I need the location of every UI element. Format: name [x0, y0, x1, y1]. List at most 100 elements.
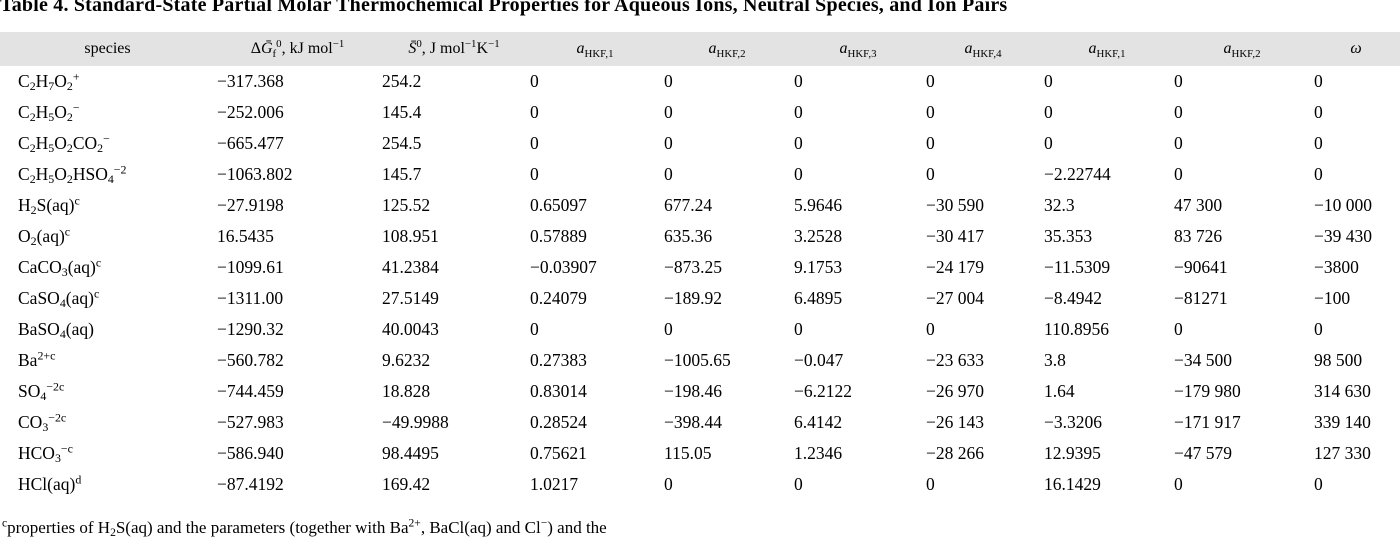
value-cell: 0: [664, 474, 673, 494]
value-cell: 127 330: [1314, 443, 1371, 463]
column-header: ω: [1350, 40, 1362, 57]
value-cell: 677.24: [664, 195, 713, 215]
value-cell: 0.83014: [530, 381, 587, 401]
table-row: CaCO3(aq)c −1099.61 41.2384 −0.03907 −873.25…: [0, 252, 1400, 283]
value-cell: 0: [794, 474, 803, 494]
value-cell: −39 430: [1314, 226, 1372, 246]
value-cell: 0: [530, 319, 539, 339]
table-row: HCl(aq)d −87.4192 169.42 1.0217 0 0 0 16.1429 0 0: [0, 469, 1400, 500]
value-cell: 9.1753: [794, 257, 843, 277]
table-row: C2H5O2− −252.006 145.4 0 0 0 0 0 0 0: [0, 97, 1400, 128]
value-cell: −179 980: [1174, 381, 1241, 401]
value-cell: 0: [926, 164, 935, 184]
value-cell: 1.64: [1044, 381, 1075, 401]
species-cell: SO4−2c: [18, 379, 65, 403]
value-cell: 9.6232: [382, 350, 431, 370]
value-cell: 18.828: [382, 381, 431, 401]
value-cell: 0.65097: [530, 195, 587, 215]
table-title: Table 4. Standard-State Partial Molar Th…: [0, 0, 1008, 16]
value-cell: −6.2122: [794, 381, 852, 401]
column-header: aHKF,4: [964, 40, 1002, 60]
value-cell: −171 917: [1174, 412, 1241, 432]
value-cell: 0: [1314, 474, 1323, 494]
value-cell: 0: [794, 133, 803, 153]
value-cell: 3.2528: [794, 226, 843, 246]
value-cell: 47 300: [1174, 195, 1223, 215]
value-cell: 0: [1174, 71, 1183, 91]
value-cell: 0: [530, 71, 539, 91]
value-cell: −560.782: [217, 350, 284, 370]
value-cell: 254.5: [382, 133, 422, 153]
table-row: C2H5O2HSO4−2 −1063.802 145.7 0 0 0 0 −2.22744 0 0: [0, 159, 1400, 190]
value-cell: 0: [794, 71, 803, 91]
value-cell: 6.4142: [794, 412, 843, 432]
species-cell: HCO3−c: [18, 441, 73, 465]
value-cell: −26 143: [926, 412, 984, 432]
column-header: S̄0, J mol−1K−1: [408, 38, 500, 57]
value-cell: 339 140: [1314, 412, 1371, 432]
table-row: SO4−2c −744.459 18.828 0.83014 −198.46 −6.212…: [0, 376, 1400, 407]
value-cell: 0: [1314, 133, 1323, 153]
value-cell: 0: [530, 133, 539, 153]
table-row: C2H5O2CO2− −665.477 254.5 0 0 0 0 0 0 0: [0, 128, 1400, 159]
value-cell: 0: [1174, 319, 1183, 339]
value-cell: −1099.61: [217, 257, 284, 277]
species-cell: C2H7O2+: [18, 69, 80, 93]
value-cell: −317.368: [217, 71, 284, 91]
footnote-clipped: cproperties of H2S(aq) and the parameter…: [2, 516, 607, 539]
value-cell: 0: [1314, 319, 1323, 339]
value-cell: −0.03907: [530, 257, 597, 277]
value-cell: −27.9198: [217, 195, 284, 215]
value-cell: −23 633: [926, 350, 984, 370]
value-cell: 635.36: [664, 226, 713, 246]
value-cell: 110.8956: [1044, 319, 1109, 339]
species-cell: CaSO4(aq)c: [18, 286, 100, 310]
table-row: CaSO4(aq)c −1311.00 27.5149 0.24079 −189.92 6…: [0, 283, 1400, 314]
value-cell: −665.477: [217, 133, 284, 153]
table-header-row: species ΔḠf0, kJ mol−1 S̄0, J mol−1K−1 aHKF…: [0, 32, 1400, 66]
value-cell: 115.05: [664, 443, 712, 463]
value-cell: 0: [1314, 71, 1323, 91]
value-cell: 0: [664, 164, 673, 184]
value-cell: −398.44: [664, 412, 722, 432]
value-cell: −11.5309: [1044, 257, 1111, 277]
value-cell: −90641: [1174, 257, 1228, 277]
value-cell: −527.983: [217, 412, 284, 432]
value-cell: 145.7: [382, 164, 422, 184]
value-cell: 16.5435: [217, 226, 274, 246]
value-cell: −8.4942: [1044, 288, 1102, 308]
value-cell: 0: [794, 319, 803, 339]
value-cell: −26 970: [926, 381, 984, 401]
species-cell: C2H5O2HSO4−2: [18, 162, 127, 186]
value-cell: −0.047: [794, 350, 844, 370]
value-cell: 314 630: [1314, 381, 1371, 401]
column-header: aHKF,1: [1088, 40, 1126, 60]
value-cell: −87.4192: [217, 474, 284, 494]
value-cell: −3800: [1314, 257, 1359, 277]
value-cell: −198.46: [664, 381, 722, 401]
species-cell: Ba2+c: [18, 348, 56, 370]
table-row: CO3−2c −527.983 −49.9988 0.28524 −398.44 6.41…: [0, 407, 1400, 438]
column-header: aHKF,3: [839, 40, 877, 60]
value-cell: −1311.00: [217, 288, 284, 308]
value-cell: −49.9988: [382, 412, 449, 432]
column-header: ΔḠf0, kJ mol−1: [250, 38, 345, 60]
value-cell: 0: [664, 102, 673, 122]
value-cell: 83 726: [1174, 226, 1223, 246]
value-cell: 98 500: [1314, 350, 1363, 370]
value-cell: 0: [530, 102, 539, 122]
value-cell: 0: [926, 102, 935, 122]
column-header: species: [84, 40, 131, 57]
value-cell: −10 000: [1314, 195, 1372, 215]
value-cell: 0.28524: [530, 412, 587, 432]
value-cell: 16.1429: [1044, 474, 1101, 494]
value-cell: 0: [926, 474, 935, 494]
value-cell: 0.57889: [530, 226, 587, 246]
value-cell: 12.9395: [1044, 443, 1101, 463]
value-cell: 0: [926, 319, 935, 339]
value-cell: −27 004: [926, 288, 984, 308]
value-cell: 0: [1174, 474, 1183, 494]
value-cell: 0: [1044, 133, 1053, 153]
value-cell: 254.2: [382, 71, 422, 91]
value-cell: 0: [1044, 71, 1053, 91]
